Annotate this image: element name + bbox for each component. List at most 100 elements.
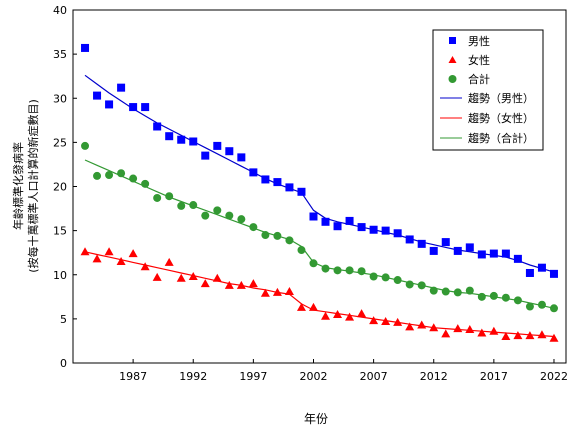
male-data-point [513, 254, 522, 263]
total-data-point [393, 276, 402, 285]
total-data-point [177, 201, 186, 210]
y-tick-label: 20 [53, 181, 67, 194]
male-data-point [501, 249, 510, 258]
male-data-point [225, 147, 234, 156]
female-data-point [489, 326, 499, 335]
total-data-point [261, 231, 270, 240]
male-data-point [357, 223, 366, 232]
x-tick-label: 2022 [540, 370, 568, 383]
total-data-point [249, 223, 258, 232]
total-data-point [441, 287, 450, 296]
male-data-point [369, 225, 378, 234]
total-data-point [345, 266, 354, 275]
female-data-point [477, 328, 487, 337]
total-data-point [537, 300, 546, 309]
y-tick-label: 40 [53, 4, 67, 17]
total-data-point [81, 141, 90, 150]
female-data-point [92, 254, 102, 263]
male-data-point [201, 151, 210, 160]
male-data-point [141, 103, 150, 112]
female-data-point [212, 273, 222, 282]
female-data-point [321, 311, 331, 320]
y-tick-label: 0 [60, 357, 67, 370]
female-data-point [333, 309, 343, 318]
female-data-point [453, 324, 463, 333]
female-data-point [357, 309, 367, 318]
male-data-point [441, 238, 450, 247]
male-data-point [417, 239, 426, 248]
total-data-point [237, 215, 246, 224]
total-data-point [105, 171, 114, 180]
trend-line-female [84, 251, 555, 338]
total-data-point [201, 211, 210, 220]
female-data-point [104, 247, 114, 256]
male-data-point [525, 268, 534, 277]
data-markers [80, 43, 559, 342]
total-data-point [297, 246, 306, 255]
female-data-point [140, 262, 150, 271]
y-axis-label-line1: 年齡標準化發病率 [11, 142, 25, 230]
legend-marker-male [449, 37, 456, 44]
y-tick-label: 5 [60, 313, 67, 326]
x-tick-label: 1987 [119, 370, 147, 383]
legend-label-trend-male: 趨勢（男性） [468, 91, 534, 105]
female-data-point [465, 324, 475, 333]
total-data-point [513, 296, 522, 305]
female-data-point [188, 272, 198, 281]
legend-label-male: 男性 [468, 34, 490, 48]
legend-label-trend-total: 趨勢（合計） [468, 131, 534, 145]
female-data-point [417, 320, 427, 329]
total-data-point [309, 259, 318, 268]
y-tick-label: 30 [53, 92, 67, 105]
female-data-point [381, 317, 391, 326]
female-data-point [369, 316, 379, 325]
male-data-point [189, 137, 198, 146]
y-axis-ticks: 0 5 10 15 20 25 30 35 40 [53, 4, 77, 370]
x-tick-label: 2012 [420, 370, 448, 383]
male-data-point [285, 183, 294, 192]
total-data-point [141, 179, 150, 188]
male-data-point [93, 91, 102, 100]
total-data-point [465, 286, 474, 295]
female-data-point [405, 322, 415, 331]
male-data-point [381, 226, 390, 235]
male-data-point [105, 100, 114, 109]
x-tick-label: 1992 [179, 370, 207, 383]
female-data-point [176, 273, 186, 282]
female-data-point [537, 330, 547, 339]
legend: 男性 女性 合計 趨勢（男性） 趨勢（女性） 趨勢（合計） [432, 29, 544, 151]
male-data-point [429, 246, 438, 255]
legend-box [432, 29, 544, 151]
male-data-point [345, 216, 354, 225]
female-data-point [296, 302, 306, 311]
x-tick-label: 2002 [299, 370, 327, 383]
female-data-point [393, 317, 403, 326]
total-data-point [405, 280, 414, 289]
male-data-point [297, 187, 306, 196]
y-axis-label-line2: (按每十萬標準人口計算的新症數目) [26, 99, 40, 273]
female-data-point [345, 312, 355, 321]
female-data-point [260, 288, 270, 297]
female-data-point [429, 323, 439, 332]
female-data-point [525, 331, 535, 340]
male-data-point [153, 122, 162, 131]
male-data-point [261, 175, 270, 184]
male-data-point [81, 43, 90, 52]
total-data-point [429, 286, 438, 295]
male-data-point [477, 250, 486, 259]
total-data-point [489, 291, 498, 300]
y-tick-label: 10 [53, 269, 67, 282]
female-data-point [224, 280, 234, 289]
total-data-point [549, 304, 558, 313]
male-data-point [489, 249, 498, 258]
legend-marker-total [448, 75, 457, 83]
female-data-point [236, 280, 246, 289]
total-data-point [321, 264, 330, 273]
legend-label-female: 女性 [468, 53, 490, 67]
total-data-point [417, 281, 426, 290]
total-data-point [213, 206, 222, 215]
male-data-point [405, 235, 414, 244]
male-data-point [165, 132, 174, 141]
total-data-point [501, 293, 510, 302]
total-data-point [165, 192, 174, 201]
